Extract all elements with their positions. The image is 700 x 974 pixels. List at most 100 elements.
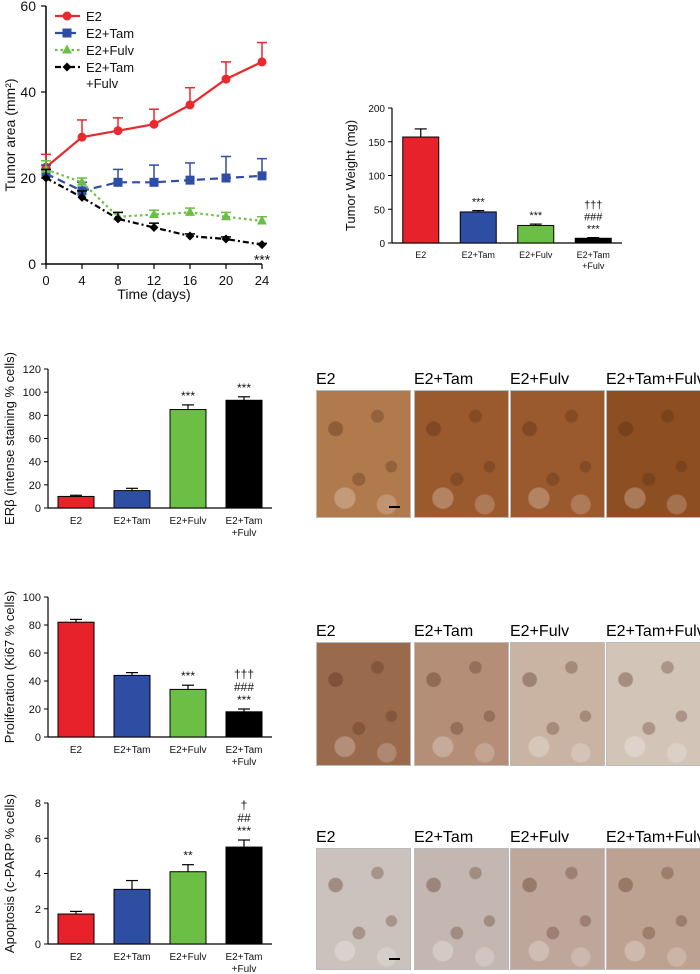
- category-label: E2+Tam: [577, 250, 610, 260]
- category-label: E2+Tam: [226, 516, 263, 527]
- micrograph-image: [414, 848, 509, 970]
- category-label: +Fulv: [232, 757, 257, 768]
- marker-square: [221, 173, 231, 183]
- y-tick-label: 0: [35, 503, 41, 515]
- y-tick-label: 0: [379, 239, 385, 250]
- significance-label: ***: [529, 210, 543, 222]
- y-tick-label: 0: [35, 732, 41, 744]
- bar-1: [459, 211, 497, 244]
- bar-3: [225, 399, 263, 509]
- category-label: E2+Tam: [226, 952, 263, 963]
- y-tick-label: 0: [35, 939, 41, 951]
- bar-0: [57, 495, 95, 509]
- significance-label: **: [183, 849, 193, 863]
- significance-label: ***: [181, 389, 195, 403]
- x-tick-label: 8: [114, 273, 121, 288]
- marker-diamond: [77, 192, 87, 202]
- marker-diamond: [113, 214, 123, 224]
- marker-triangle: [185, 206, 195, 216]
- micrograph-label: E2+Tam+Fulv: [606, 829, 700, 846]
- micrograph-label: E2: [316, 371, 336, 388]
- category-label: E2: [415, 250, 426, 260]
- marker-square: [185, 175, 195, 185]
- marker-triangle: [257, 215, 267, 225]
- marker-diamond: [257, 240, 267, 250]
- x-tick-label: 0: [42, 273, 49, 288]
- y-tick-label: 200: [368, 104, 385, 115]
- scale-bar: [389, 958, 400, 960]
- x-tick-label: 24: [255, 273, 269, 288]
- y-tick-label: 80: [29, 410, 41, 422]
- micrograph-label: E2+Tam+Fulv: [606, 623, 700, 640]
- y-tick-label: 100: [23, 592, 41, 604]
- bar-0: [57, 621, 95, 738]
- y-tick-label: 60: [29, 434, 41, 446]
- tumor-area-line-chart: 0 20 40 60 0 4 8 12 16 20 24 Time (days) Tumor area …: [2, 0, 271, 302]
- micrograph-image: [606, 390, 700, 518]
- y-tick-label: 6: [35, 833, 41, 845]
- micrograph-label: E2: [316, 623, 336, 640]
- y-tick-label: 150: [368, 138, 385, 149]
- y-tick-label: 40: [29, 676, 41, 688]
- x-tick-label: 12: [147, 273, 161, 288]
- bar-2: [169, 409, 207, 509]
- micrograph-label: E2+Tam: [414, 371, 474, 388]
- micrograph-image: [510, 642, 605, 766]
- y-tick-label: 4: [35, 869, 41, 881]
- proliferation-bar-chart: 0 20 40 60 80 100 Proliferation (Ki67 % cells)…: [2, 591, 272, 768]
- bar-1: [113, 674, 151, 738]
- marker-triangle: [62, 44, 72, 54]
- y-tick-label: 120: [23, 364, 41, 376]
- micrograph-label: E2+Fulv: [510, 371, 570, 388]
- category-label: +Fulv: [582, 261, 605, 271]
- category-label: E2: [70, 745, 83, 756]
- y-tick-label: 100: [368, 172, 385, 183]
- marker-diamond: [185, 231, 195, 241]
- y-axis-title: Tumor Weight (mg): [343, 120, 358, 231]
- y-axis-title: Apoptosis (c-PARP % cells): [2, 794, 17, 953]
- y-tick-label: 20: [20, 170, 36, 186]
- y-tick-label: 2: [35, 904, 41, 916]
- marker-circle: [113, 126, 123, 136]
- marker-diamond: [62, 62, 72, 72]
- marker-square: [149, 177, 159, 187]
- x-axis-title: Time (days): [117, 286, 190, 302]
- series-0: [41, 41, 267, 172]
- y-axis-title: Tumor area (mm²): [2, 78, 18, 191]
- marker-circle: [185, 100, 195, 110]
- significance-label: ***: [237, 693, 251, 707]
- significance-label: †††: [584, 200, 602, 212]
- legend-label: E2+Tam: [86, 26, 134, 41]
- category-label: E2+Tam: [462, 250, 495, 260]
- micrograph-image: [414, 390, 509, 518]
- significance-label: ***: [254, 252, 271, 268]
- micrograph-label: E2+Fulv: [510, 829, 570, 846]
- y-tick-label: 8: [35, 798, 41, 810]
- y-tick-label: 60: [29, 648, 41, 660]
- bar-0: [57, 913, 95, 945]
- y-tick-label: 40: [29, 457, 41, 469]
- micrograph-label: E2+Tam: [414, 829, 474, 846]
- micrograph-label: E2+Tam: [414, 623, 474, 640]
- micrograph-label: E2: [316, 829, 336, 846]
- category-label: E2+Fulv: [170, 952, 207, 963]
- significance-label: ***: [472, 197, 486, 209]
- significance-label: †: [241, 798, 248, 812]
- marker-diamond: [221, 234, 231, 244]
- category-label: E2+Fulv: [170, 516, 207, 527]
- micrograph-image: [316, 848, 411, 970]
- legend-label: E2+Fulv: [86, 43, 135, 58]
- marker-diamond: [41, 173, 51, 183]
- y-tick-label: 80: [29, 620, 41, 632]
- category-label: +Fulv: [232, 528, 257, 539]
- bar-2: [169, 871, 207, 945]
- y-tick-label: 20: [29, 480, 41, 492]
- apoptosis-bar-chart: 0 2 4 6 8 Apoptosis (c-PARP % cells) E2 E2+Tam E…: [2, 794, 272, 974]
- x-tick-label: 20: [219, 273, 233, 288]
- micrograph-image: [606, 642, 700, 766]
- significance-label: ***: [237, 824, 251, 838]
- marker-triangle: [149, 209, 159, 219]
- bar-1: [113, 490, 151, 509]
- y-tick-label: 60: [20, 0, 36, 14]
